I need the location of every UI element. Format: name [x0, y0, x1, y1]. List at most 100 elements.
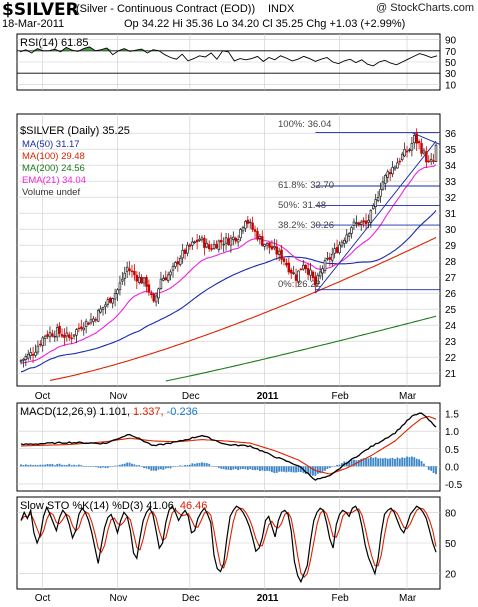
- macd-histogram-bar: [254, 466, 256, 471]
- macd-tick-label: -0.5: [445, 480, 463, 491]
- candle-body: [367, 220, 370, 223]
- candle-body: [359, 221, 363, 225]
- price-tick-label: 33: [445, 177, 457, 188]
- macd-histogram-bar: [169, 466, 172, 469]
- candle-body: [128, 268, 131, 271]
- candle-body: [398, 160, 402, 163]
- candle-body: [217, 240, 221, 250]
- macd-histogram-bar: [234, 466, 237, 469]
- price-tick-label: 34: [445, 161, 457, 172]
- rsi-legend: RSI(14) 61.85: [20, 37, 88, 49]
- macd-histogram-bar: [350, 459, 353, 467]
- candle-body: [400, 153, 404, 161]
- candle-body: [106, 299, 110, 305]
- candle-body: [352, 221, 356, 227]
- macd-histogram-bar: [283, 466, 285, 472]
- candle-body: [142, 277, 146, 284]
- candle-body: [316, 274, 320, 284]
- macd-histogram-bar: [396, 457, 399, 467]
- candle-body: [164, 277, 168, 281]
- macd-histogram-bar: [147, 466, 150, 470]
- candle-body: [246, 219, 250, 224]
- candle-body: [123, 272, 126, 279]
- macd-histogram-bar: [246, 466, 249, 470]
- rsi-tick-label: 70: [445, 47, 457, 58]
- sto-k-line: [20, 505, 437, 584]
- candle-body: [26, 353, 30, 359]
- candle-body: [335, 247, 339, 253]
- price-x-label: Oct: [35, 391, 51, 402]
- candle-body: [87, 322, 90, 325]
- macd-histogram-bar: [237, 466, 240, 471]
- macd-histogram-bar: [188, 464, 191, 467]
- fib-label-50: 50%: 31.48: [278, 200, 326, 211]
- macd-histogram-bar: [341, 463, 343, 467]
- candle-body: [104, 304, 107, 307]
- macd-histogram-bar: [167, 466, 170, 469]
- macd-histogram-bar: [201, 462, 203, 467]
- macd-histogram-bar: [215, 466, 218, 467]
- macd-histogram-bar: [49, 464, 51, 467]
- candle-body: [302, 264, 305, 270]
- macd-histogram-bar: [432, 466, 435, 473]
- macd-histogram-bar: [27, 464, 30, 467]
- candle-body: [314, 276, 317, 286]
- macd-histogram-bar: [193, 463, 196, 467]
- macd-histogram-bar: [266, 466, 269, 471]
- price-tick-label: 31: [445, 209, 457, 220]
- macd-histogram-bar: [174, 466, 177, 467]
- candle-body: [299, 268, 303, 271]
- macd-histogram-bar: [109, 466, 112, 467]
- candle-body: [282, 258, 286, 262]
- macd-histogram-bar: [85, 466, 88, 467]
- macd-histogram-bar: [172, 466, 174, 467]
- macd-histogram-bar: [382, 458, 384, 467]
- candle-body: [89, 319, 93, 324]
- candle-body: [425, 151, 428, 163]
- macd-histogram-bar: [316, 466, 319, 474]
- candle-body: [46, 334, 49, 337]
- sto-x-label: Feb: [331, 593, 349, 604]
- macd-histogram-bar: [394, 458, 396, 467]
- candle-body: [306, 268, 310, 275]
- macd-histogram-bar: [119, 464, 121, 467]
- macd-histogram-bar: [391, 457, 394, 467]
- ohlc-summary: Op 34.22 Hi 35.36 Lo 34.20 Cl 35.25 Chg …: [124, 18, 406, 30]
- macd-histogram-bar: [217, 466, 220, 468]
- sto-x-label: 2011: [257, 593, 279, 604]
- macd-histogram-bar: [210, 465, 213, 467]
- candle-body: [162, 278, 165, 281]
- price-tick-label: 22: [445, 353, 457, 364]
- candle-body: [147, 284, 151, 293]
- macd-histogram-bar: [160, 466, 162, 470]
- candle-body: [220, 239, 223, 243]
- price-x-label: Feb: [331, 391, 349, 402]
- candle-body: [166, 274, 170, 281]
- macd-histogram-bar: [222, 466, 225, 470]
- candle-body: [263, 244, 266, 247]
- price-tick-label: 35: [445, 145, 457, 156]
- candle-body: [410, 143, 414, 151]
- candle-body: [181, 249, 184, 259]
- candle-body: [113, 293, 117, 300]
- macd-histogram-bar: [205, 463, 208, 467]
- candle-body: [169, 271, 172, 276]
- sto-tick-label: 20: [445, 570, 457, 581]
- candle-body: [137, 277, 141, 283]
- macd-histogram-bar: [58, 463, 61, 467]
- candle-body: [311, 271, 315, 279]
- ma200-line: [165, 315, 437, 382]
- rsi-tick-label: 30: [445, 69, 457, 80]
- macd-histogram-bar: [126, 462, 129, 467]
- macd-tick-label: 1.5: [445, 410, 459, 421]
- price-tick-label: 26: [445, 289, 457, 300]
- candle-body: [207, 244, 211, 250]
- macd-histogram-bar: [271, 466, 273, 473]
- macd-histogram-bar: [331, 466, 334, 467]
- macd-histogram-bar: [82, 466, 85, 467]
- legend-volume: Volume undef: [22, 187, 80, 198]
- macd-histogram-bar: [413, 457, 416, 467]
- macd-histogram-bar: [365, 458, 367, 467]
- macd-histogram-bar: [244, 466, 247, 470]
- macd-histogram-bar: [328, 466, 331, 468]
